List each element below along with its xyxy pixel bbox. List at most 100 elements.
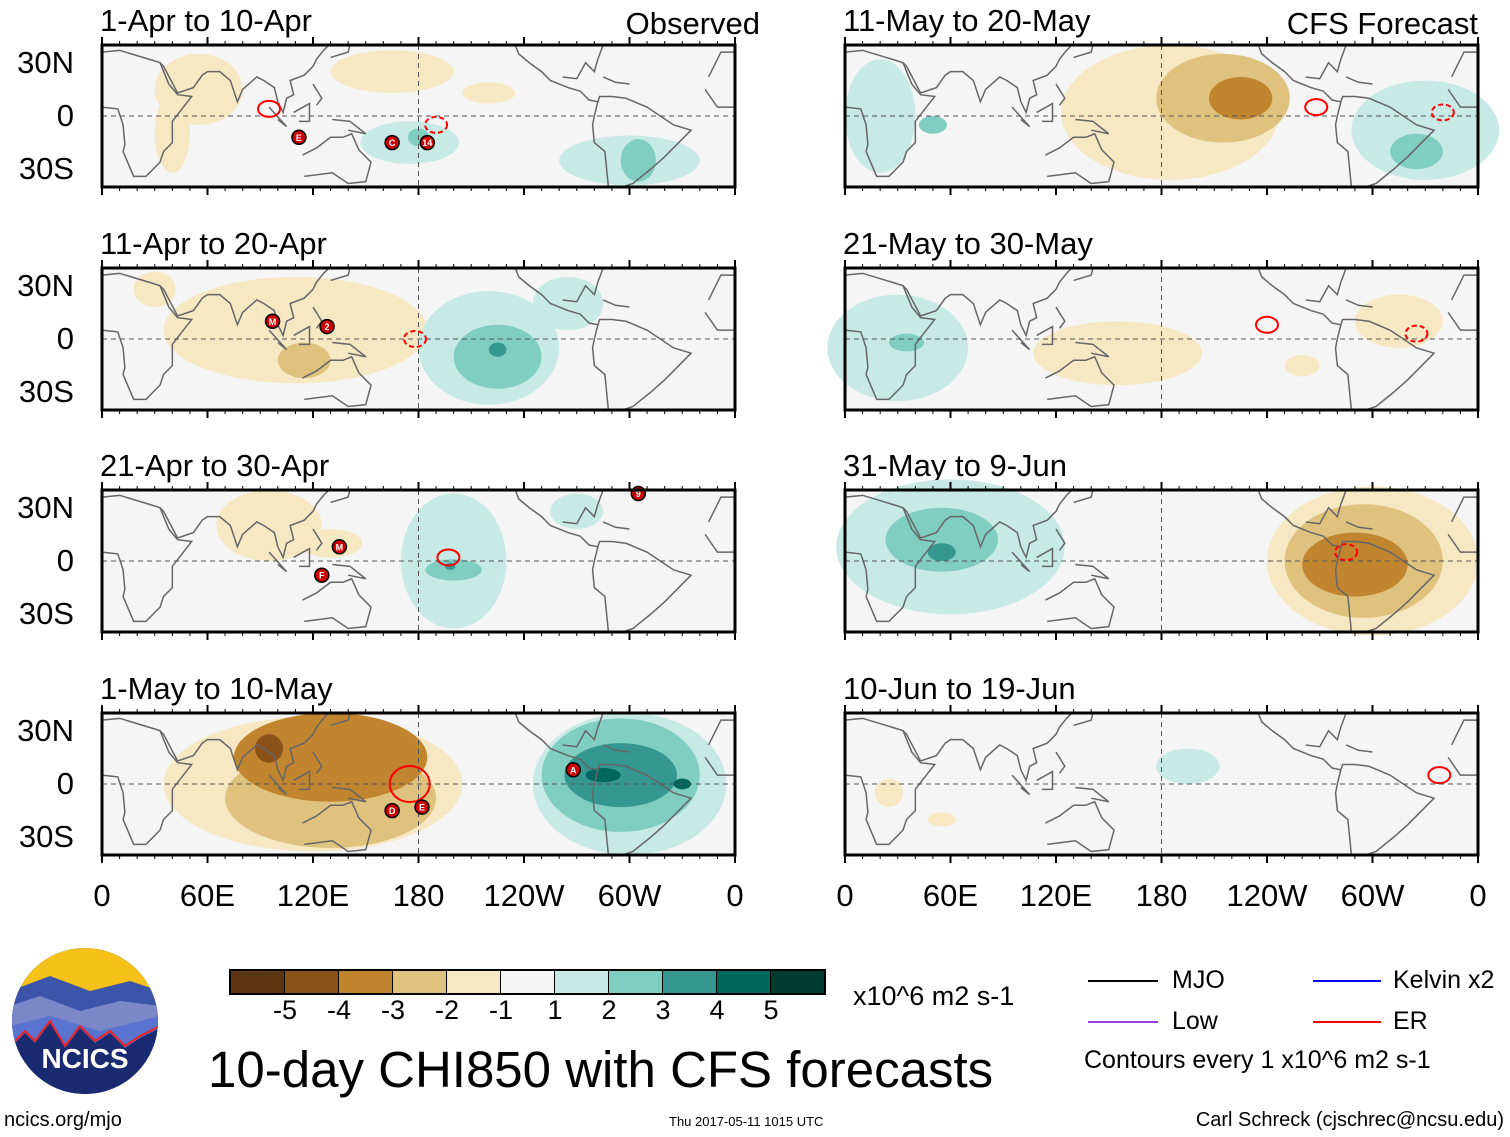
panel-title: 10-Jun to 19-Jun	[843, 671, 1076, 706]
coastline	[1073, 44, 1094, 59]
cyclone-label: M	[336, 542, 344, 552]
legend-low: Low	[1088, 1007, 1218, 1036]
cyclone-icon: A	[565, 762, 581, 778]
coastline	[1447, 756, 1478, 776]
coastline	[293, 102, 311, 123]
coastline	[704, 88, 735, 108]
colorbar-label: -3	[380, 995, 406, 1025]
lat-label: 0	[56, 321, 74, 356]
er-contour	[1304, 98, 1329, 117]
cyclone-icon: M	[331, 539, 348, 555]
coastline	[1450, 496, 1478, 523]
coastline	[844, 494, 937, 623]
lat-label: 0	[56, 766, 74, 801]
coastline	[704, 756, 735, 776]
coastline	[1345, 299, 1373, 308]
footer-url[interactable]: ncics.org/mjo	[4, 1109, 122, 1131]
map-panel: M F 9	[100, 482, 737, 640]
contour-note: Contours every 1 x10^6 m2 s-1	[1084, 1046, 1431, 1074]
lon-label: 0	[93, 878, 111, 913]
er-contour	[1427, 766, 1452, 785]
legend-mjo: MJO	[1088, 966, 1225, 995]
coastline	[1305, 489, 1347, 525]
cyclone-label: 9	[636, 489, 641, 499]
coastline	[302, 577, 372, 630]
coastline	[1075, 786, 1110, 803]
coastline	[1011, 106, 1031, 128]
coastline	[1257, 489, 1436, 633]
anomaly-shading	[1284, 354, 1320, 377]
coastline	[704, 311, 735, 331]
coastline	[1045, 355, 1115, 408]
coastline	[602, 299, 630, 308]
coastline	[1075, 341, 1110, 358]
lon-label: 0	[836, 878, 854, 913]
coastline	[268, 106, 288, 128]
coastline	[1075, 563, 1110, 580]
coastline	[332, 563, 367, 580]
anomaly-shading	[360, 121, 459, 164]
footer-timestamp: Thu 2017-05-11 1015 UTC	[669, 1114, 824, 1129]
lat-label: 30S	[18, 374, 74, 410]
cyclone-label: 2	[325, 322, 330, 332]
colorbar-label: 1	[547, 995, 563, 1025]
anomaly-shading	[254, 734, 284, 763]
colorbar-swatch	[717, 971, 771, 993]
lon-label: 60E	[922, 878, 979, 913]
anomaly-shading	[1156, 748, 1220, 784]
coastline	[1055, 83, 1066, 106]
coastline	[332, 786, 367, 803]
coastline	[102, 712, 331, 783]
coastline	[707, 51, 735, 78]
coastline	[1257, 44, 1436, 188]
legend-er: ER	[1313, 1007, 1428, 1036]
map-panel	[843, 705, 1480, 863]
er-contour	[388, 765, 431, 803]
coastline	[1055, 751, 1066, 774]
er-contour	[1404, 324, 1429, 343]
colorbar-label: 5	[763, 995, 779, 1025]
lat-label: 30S	[18, 819, 74, 855]
coastline	[330, 44, 351, 59]
coastline	[1345, 744, 1373, 753]
colorbar-swatch	[393, 971, 447, 993]
anomaly-shading	[927, 543, 956, 561]
colorbar-label: -1	[488, 995, 514, 1025]
er-contour	[257, 99, 282, 118]
coastline	[312, 751, 323, 774]
coastline	[514, 44, 693, 188]
lon-label: 0	[1469, 878, 1487, 913]
cyclone-label: E	[296, 133, 302, 143]
coastline	[1345, 76, 1373, 85]
panel-title: 11-Apr to 20-Apr	[100, 226, 327, 261]
coastline	[293, 325, 311, 346]
coastline	[1036, 102, 1054, 123]
coastline	[1447, 88, 1478, 108]
coastline	[1045, 132, 1115, 185]
anomaly-shading	[298, 529, 363, 558]
anomaly-shading	[585, 768, 621, 783]
coastline	[268, 774, 288, 796]
lon-label: 180	[1135, 878, 1188, 913]
coastline	[562, 44, 604, 80]
coastline	[330, 712, 351, 727]
coastline	[704, 533, 735, 553]
coastline	[1055, 528, 1066, 551]
coastline	[1257, 267, 1436, 411]
colorbar-label: 4	[709, 995, 725, 1025]
colorbar	[229, 969, 826, 995]
anomaly-shading	[1033, 321, 1202, 386]
anomaly-shading	[1208, 76, 1273, 120]
coastline	[707, 496, 735, 523]
coastline	[1447, 311, 1478, 331]
anomaly-shading	[532, 276, 604, 331]
lat-label: 30N	[17, 44, 74, 80]
panel-title: 21-May to 30-May	[843, 226, 1093, 261]
anomaly-shading	[277, 342, 331, 379]
lat-label: 30N	[17, 712, 74, 748]
coastline	[101, 717, 194, 846]
coastline	[332, 118, 367, 135]
lon-label: 60E	[179, 878, 236, 913]
figure-title: 10-day CHI850 with CFS forecasts	[208, 1041, 994, 1098]
panel-title: 31-May to 9-Jun	[843, 448, 1067, 483]
